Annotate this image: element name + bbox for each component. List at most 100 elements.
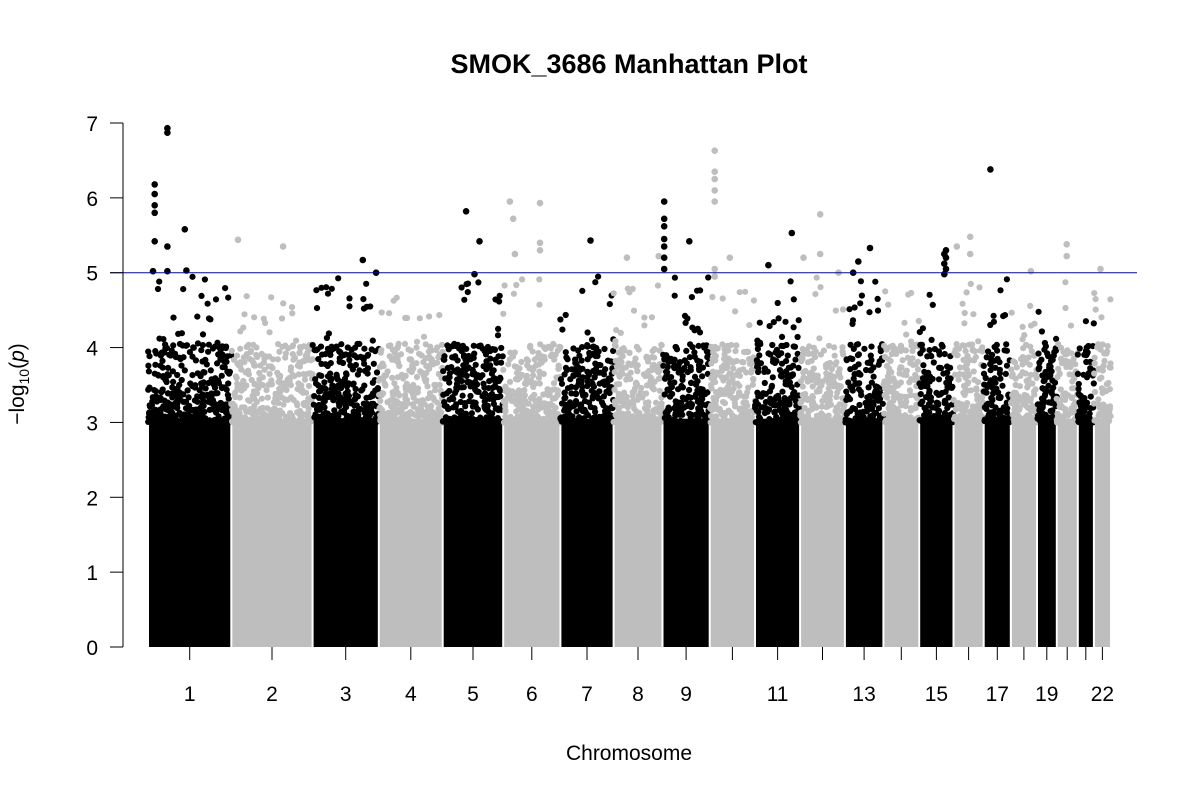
top-hit-point	[462, 208, 470, 215]
snp-point	[361, 345, 368, 352]
snp-point	[524, 357, 532, 364]
snp-point	[531, 391, 538, 398]
snp-point	[1004, 405, 1011, 412]
snp-point	[341, 400, 348, 407]
snp-point	[606, 301, 613, 308]
snp-point	[896, 418, 904, 426]
snp-point	[178, 413, 185, 420]
snp-point	[460, 410, 467, 417]
snp-point	[575, 380, 582, 387]
snp-point	[551, 395, 558, 402]
snp-point	[1029, 380, 1036, 387]
snp-point	[289, 351, 296, 358]
snp-point	[546, 391, 553, 398]
snp-point	[359, 386, 366, 393]
snp-point	[192, 382, 199, 389]
snp-point	[881, 378, 888, 385]
snp-point	[189, 372, 196, 379]
snp-point	[450, 419, 457, 426]
snp-point	[369, 390, 377, 397]
snp-point	[914, 366, 922, 373]
snp-point	[994, 355, 1001, 362]
snp-point	[1095, 396, 1102, 403]
snp-point	[350, 380, 357, 387]
top-hit-point	[660, 198, 668, 205]
snp-point	[1041, 346, 1048, 353]
snp-point	[282, 342, 289, 349]
snp-point	[446, 387, 453, 395]
snp-point	[630, 401, 637, 408]
snp-point	[1042, 411, 1049, 418]
snp-point	[696, 406, 703, 413]
snp-point	[733, 371, 740, 378]
snp-point	[1068, 394, 1076, 401]
snp-point	[837, 419, 844, 426]
snp-point	[940, 370, 947, 377]
snp-point	[1106, 403, 1114, 410]
snp-point	[219, 351, 226, 358]
snp-point	[1027, 371, 1034, 378]
snp-point	[766, 323, 773, 330]
snp-point	[201, 276, 208, 283]
snp-point	[953, 401, 961, 408]
snp-point	[500, 310, 507, 317]
snp-point	[628, 362, 635, 369]
snp-point	[1054, 414, 1061, 421]
snp-point	[337, 349, 344, 356]
snp-point	[402, 383, 409, 390]
snp-point	[564, 356, 571, 363]
snp-point	[671, 274, 679, 281]
snp-point	[146, 384, 153, 391]
snp-point	[328, 385, 335, 392]
snp-point	[440, 368, 447, 375]
snp-point	[180, 398, 187, 405]
snp-point	[943, 379, 950, 386]
snp-point	[231, 391, 238, 398]
snp-point	[1091, 354, 1098, 361]
snp-point	[1049, 377, 1056, 384]
snp-point	[238, 404, 245, 411]
chromosome-7-background-points	[561, 418, 613, 647]
snp-point	[839, 344, 846, 351]
snp-point	[1057, 386, 1064, 393]
top-hit-point	[711, 273, 718, 280]
snp-point	[570, 372, 578, 379]
snp-point	[1047, 407, 1054, 415]
snp-point	[501, 282, 508, 289]
top-hit-point	[660, 215, 668, 223]
snp-point	[615, 405, 622, 412]
top-hit-point	[966, 233, 974, 241]
snp-point	[1019, 354, 1026, 361]
snp-point	[833, 393, 840, 401]
snp-point	[316, 388, 323, 395]
top-hit-point	[711, 168, 718, 175]
snp-point	[603, 388, 610, 395]
snp-point	[275, 378, 282, 385]
snp-point	[1028, 322, 1035, 329]
snp-point	[223, 414, 230, 422]
snp-point	[163, 378, 170, 386]
snp-point	[611, 369, 618, 376]
snp-point	[972, 354, 980, 361]
snp-point	[868, 379, 876, 386]
snp-point	[402, 314, 409, 321]
snp-point	[862, 399, 869, 407]
snp-point	[416, 350, 423, 357]
x-tick-label: 11	[767, 683, 789, 706]
top-hit-point	[660, 223, 668, 230]
snp-point	[849, 387, 856, 394]
snp-point	[305, 382, 313, 390]
y-tick-label: 0	[86, 637, 98, 660]
snp-point	[867, 403, 874, 411]
snp-point	[664, 363, 671, 371]
snp-point	[276, 348, 283, 355]
snp-point	[867, 413, 874, 420]
snp-point	[600, 393, 608, 400]
snp-point	[658, 418, 665, 425]
snp-point	[1003, 362, 1011, 369]
snp-point	[835, 413, 842, 420]
snp-point	[484, 402, 491, 409]
snp-point	[635, 346, 642, 353]
chromosome-12-background-points	[801, 418, 844, 647]
snp-point	[263, 387, 270, 394]
